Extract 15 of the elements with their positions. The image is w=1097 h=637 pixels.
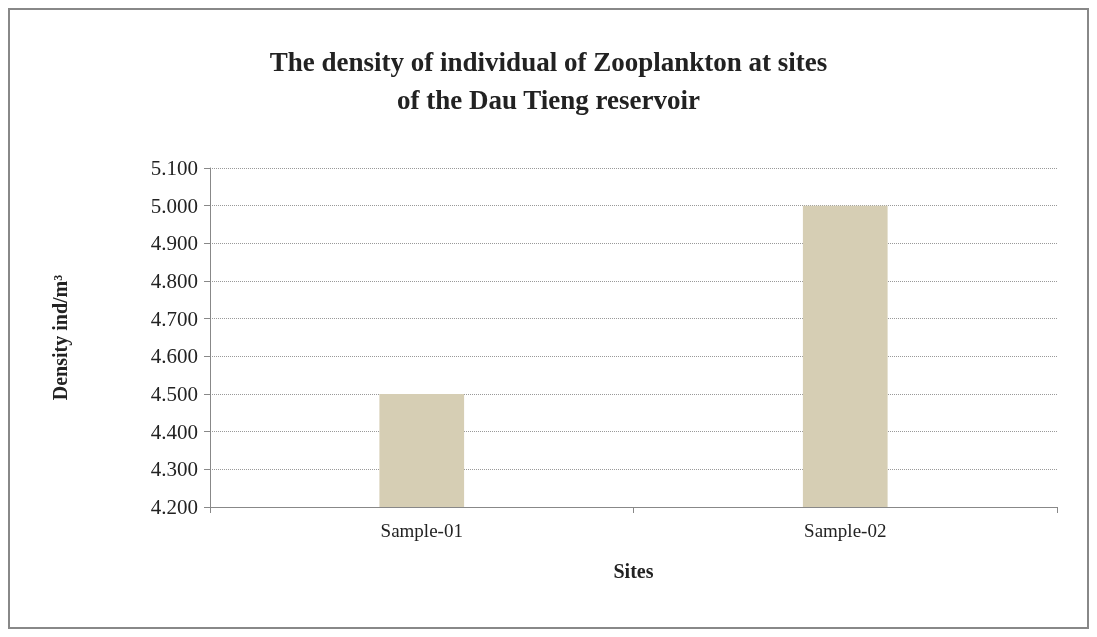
chart-title: The density of individual of Zooplankton at sites of the Dau Tieng reservoir <box>269 47 828 115</box>
y-tick-label: 4.200 <box>150 495 198 519</box>
x-axis-title: Sites <box>613 560 654 582</box>
y-tick-label: 4.300 <box>150 457 198 482</box>
y-tick-label: 5.000 <box>150 193 198 218</box>
y-tick-label: 4.500 <box>150 382 198 406</box>
y-tick-label: 4.700 <box>150 306 198 331</box>
y-tick-label: 4.400 <box>150 419 198 444</box>
x-tick-label: Sample-02 <box>804 520 887 541</box>
x-tick-label: Sample-01 <box>380 520 463 541</box>
y-tick-label: 4.600 <box>150 344 198 369</box>
y-tick-label: 4.800 <box>150 269 198 293</box>
y-axis-title: Density ind/m³ <box>49 274 72 401</box>
y-tick-label: 5.100 <box>150 156 198 180</box>
y-tick-label: 4.900 <box>150 231 198 256</box>
